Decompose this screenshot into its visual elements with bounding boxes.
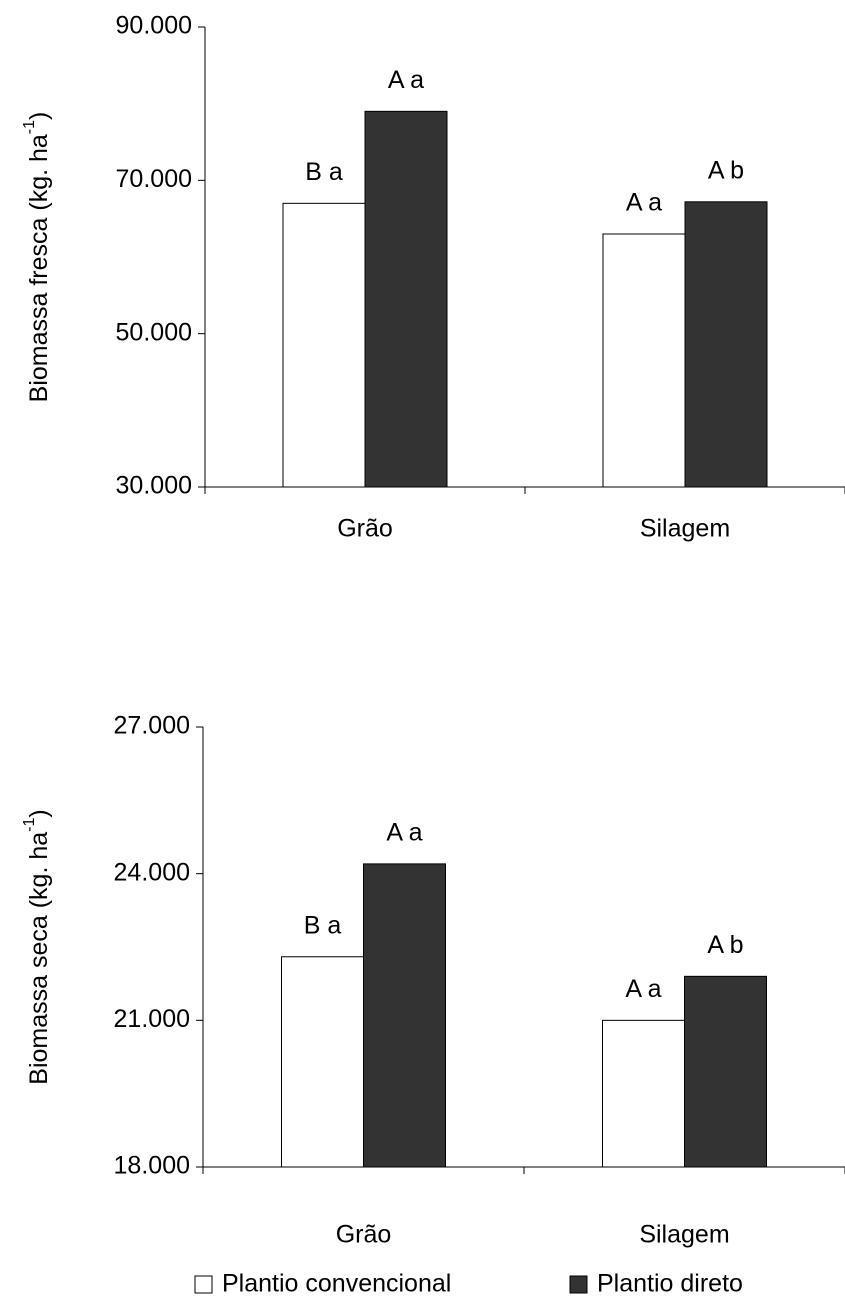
y-axis-label-text: Biomassa fresca (kg. ha [25, 134, 53, 402]
y-axis-label-sup: -1 [21, 120, 38, 134]
bar-annotation: A b [708, 156, 744, 184]
bar [602, 1019, 685, 1168]
y-axis-label: Biomassa seca (kg. ha-1) [21, 809, 52, 1084]
y-tick-label: 30.000 [116, 472, 192, 500]
legend-swatch [569, 1275, 588, 1294]
bar [684, 975, 767, 1168]
y-tick-label: 27.000 [114, 712, 190, 740]
bar-annotation: A b [707, 931, 743, 959]
bar-annotation: A a [388, 66, 424, 94]
y-tick-label: 21.000 [114, 1005, 190, 1033]
y-tick-label: 18.000 [114, 1152, 190, 1180]
x-tick-label: Grão [336, 1221, 392, 1249]
bar [282, 202, 366, 488]
y-axis-label-close: ) [25, 112, 53, 120]
legend-label: Plantio direto [597, 1270, 743, 1298]
bar-annotation: B a [305, 158, 343, 186]
bar-annotation: A a [386, 818, 422, 846]
y-axis-label-sup: -1 [21, 818, 38, 832]
bar-annotation: A a [625, 975, 661, 1003]
y-axis-label: Biomassa fresca (kg. ha-1) [21, 112, 52, 403]
bar-annotation: B a [304, 911, 342, 939]
x-tick-label: Silagem [640, 515, 730, 543]
x-tick-label: Grão [337, 515, 393, 543]
y-tick-label: 90.000 [116, 12, 192, 40]
bar [363, 863, 446, 1168]
y-axis-label-close: ) [25, 809, 53, 817]
y-axis-label-text: Biomassa seca (kg. ha [25, 832, 53, 1085]
y-tick-label: 70.000 [116, 165, 192, 193]
bar [364, 110, 448, 488]
y-tick-label: 24.000 [114, 858, 190, 886]
bar [281, 956, 364, 1168]
bar-annotation: A a [626, 189, 662, 217]
y-tick-label: 50.000 [116, 318, 192, 346]
legend-swatch [194, 1275, 213, 1294]
x-tick-label: Silagem [639, 1221, 729, 1249]
bar [602, 233, 686, 488]
legend-label: Plantio convencional [222, 1270, 451, 1298]
bar [684, 201, 768, 488]
